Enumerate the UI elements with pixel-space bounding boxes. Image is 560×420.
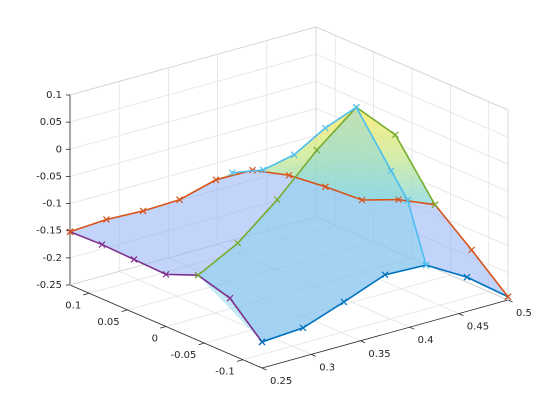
grid-line	[69, 80, 317, 150]
marker	[285, 171, 293, 179]
marker	[468, 246, 475, 254]
marker	[504, 293, 512, 301]
grid-line	[69, 135, 317, 204]
marker	[258, 338, 266, 346]
x-tick-label: 0.3	[319, 362, 335, 373]
marker	[340, 298, 348, 306]
marker	[226, 294, 234, 302]
tick-mark	[311, 354, 316, 357]
tick-mark	[458, 313, 464, 316]
marker	[463, 273, 471, 281]
marker	[98, 241, 106, 248]
axis-line	[69, 284, 263, 369]
z-tick-label: 0.05	[40, 117, 62, 128]
surface	[70, 170, 508, 342]
tick-mark	[83, 292, 90, 296]
marker	[321, 124, 329, 132]
x-tick-label: 0.45	[467, 322, 489, 333]
grid-line	[315, 80, 509, 165]
y-tick-label: 0	[152, 334, 158, 345]
marker	[395, 196, 402, 204]
z-tick-label: -0.15	[36, 226, 62, 237]
marker	[273, 196, 281, 204]
marker	[352, 103, 360, 111]
x-tick-label: 0.4	[418, 335, 434, 346]
marker	[212, 176, 220, 184]
marker	[194, 271, 202, 279]
surface	[215, 107, 435, 205]
marker	[299, 324, 307, 332]
marker	[259, 166, 267, 174]
marker	[103, 216, 110, 223]
y-tick-label: -0.1	[215, 367, 235, 378]
grid-line	[69, 108, 317, 177]
marker	[404, 196, 412, 204]
marker	[431, 201, 439, 209]
tick-mark	[198, 342, 205, 346]
y-tick-label: 0.05	[97, 317, 119, 328]
tick-mark	[236, 359, 243, 362]
grid-line	[242, 291, 489, 361]
marker	[228, 169, 236, 177]
marker	[313, 146, 321, 154]
marker	[234, 239, 242, 247]
z-tick-label: 0	[56, 144, 62, 155]
marker	[66, 228, 74, 236]
line	[231, 106, 427, 266]
surface	[198, 107, 427, 342]
marker	[176, 196, 183, 204]
marker	[387, 167, 395, 175]
z-tick-label: -0.05	[36, 171, 62, 182]
tick-mark	[360, 340, 366, 344]
x-tick-label: 0.25	[270, 376, 292, 387]
z-tick-label: -0.1	[42, 199, 62, 210]
tick-mark	[409, 326, 415, 330]
y-tick-label: 0.1	[65, 300, 81, 311]
marker	[381, 271, 389, 279]
marker	[162, 270, 170, 278]
marker	[391, 131, 399, 139]
box-edge	[69, 26, 317, 96]
marker	[130, 256, 138, 263]
tick-mark	[159, 326, 167, 329]
marker	[139, 207, 147, 215]
x-tick-label: 0.35	[368, 349, 390, 360]
z-tick-label: -0.2	[42, 253, 62, 264]
axis-line	[261, 299, 509, 369]
box-edge	[315, 26, 509, 111]
grid-line	[315, 53, 509, 138]
grid-line	[69, 53, 317, 123]
tick-mark	[261, 367, 267, 371]
tick-mark	[507, 299, 513, 303]
z-tick-label: -0.25	[36, 280, 62, 291]
tick-mark	[121, 309, 128, 312]
marker	[322, 183, 329, 191]
marker	[422, 261, 430, 269]
y-tick-label: -0.05	[171, 350, 197, 361]
marker	[290, 151, 298, 159]
x-tick-label: 0.5	[516, 308, 532, 319]
marker	[358, 196, 366, 204]
z-tick-label: 0.1	[46, 90, 62, 101]
